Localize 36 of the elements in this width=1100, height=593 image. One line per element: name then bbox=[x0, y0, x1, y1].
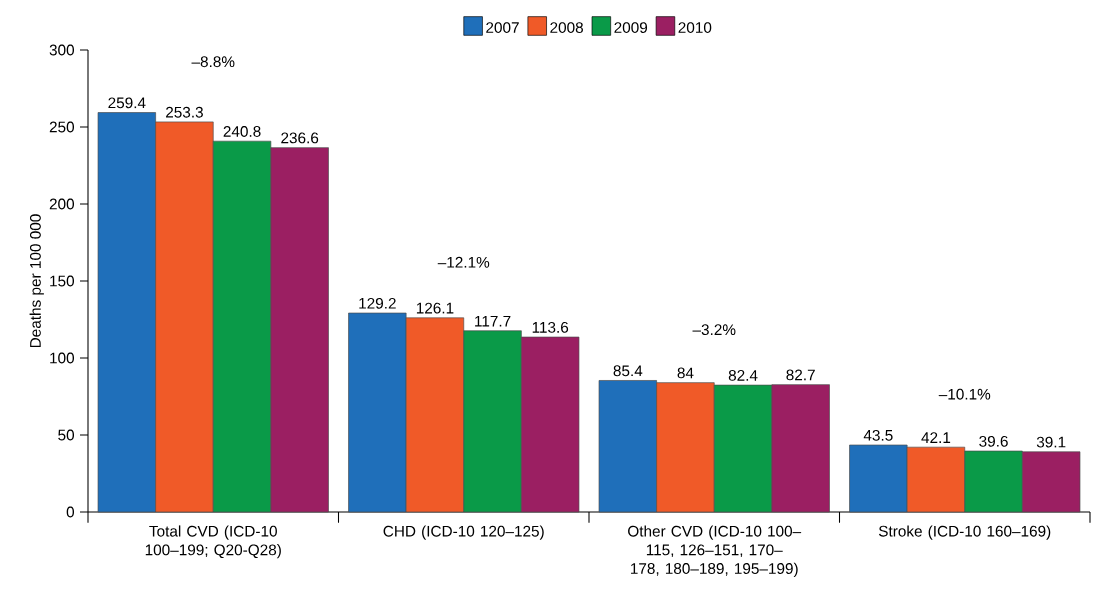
y-tick-label: 50 bbox=[58, 429, 75, 441]
data-label: 42.1 bbox=[921, 432, 951, 443]
x-tick-label: Stroke (ICD-10 160–169) bbox=[878, 525, 1051, 540]
data-label: 126.1 bbox=[416, 302, 454, 314]
x-tick-label: Other CVD (ICD-10 100–115, 126–151, 170–178, 180–189, 195–199) bbox=[628, 525, 802, 577]
data-label: 113.6 bbox=[532, 321, 569, 333]
data-label: 117.7 bbox=[475, 315, 511, 327]
y-tick-label: 250 bbox=[49, 121, 75, 133]
annotation: –8.8% bbox=[191, 56, 235, 68]
x-tick-label: CHD (ICD-10 120–125) bbox=[383, 525, 544, 540]
data-label: 85.4 bbox=[613, 365, 643, 377]
y-tick-label: 100 bbox=[50, 352, 75, 364]
data-label: 84 bbox=[677, 367, 694, 379]
data-label: 39.1 bbox=[1036, 436, 1066, 448]
y-tick-label: 300 bbox=[49, 44, 75, 56]
data-label: 129.2 bbox=[359, 297, 396, 309]
data-label: 39.6 bbox=[979, 435, 1008, 447]
annotation: –12.1% bbox=[437, 256, 490, 268]
legend-label: 2007 bbox=[486, 22, 519, 33]
annotation: –10.1% bbox=[938, 388, 991, 400]
legend-label: 2010 bbox=[678, 22, 712, 33]
data-label: 82.7 bbox=[786, 369, 815, 381]
legend-label: 2009 bbox=[614, 22, 648, 33]
data-label: 82.4 bbox=[728, 369, 758, 381]
data-label: 236.6 bbox=[281, 132, 319, 144]
legend-label: 2008 bbox=[550, 22, 583, 33]
y-tick-label: 200 bbox=[49, 198, 75, 210]
data-label: 240.8 bbox=[223, 126, 261, 137]
data-label: 43.5 bbox=[863, 429, 893, 441]
x-tick-label: Total CVD (ICD-10 100–199; Q20-Q28) bbox=[145, 525, 281, 559]
y-axis-title: Deaths per 100 000 bbox=[29, 214, 44, 348]
annotation: –3.2% bbox=[692, 324, 736, 336]
data-label: 253.3 bbox=[166, 106, 203, 118]
y-tick-label: 0 bbox=[66, 506, 75, 518]
data-label: 259.4 bbox=[108, 97, 146, 109]
y-tick-label: 150 bbox=[50, 275, 75, 287]
